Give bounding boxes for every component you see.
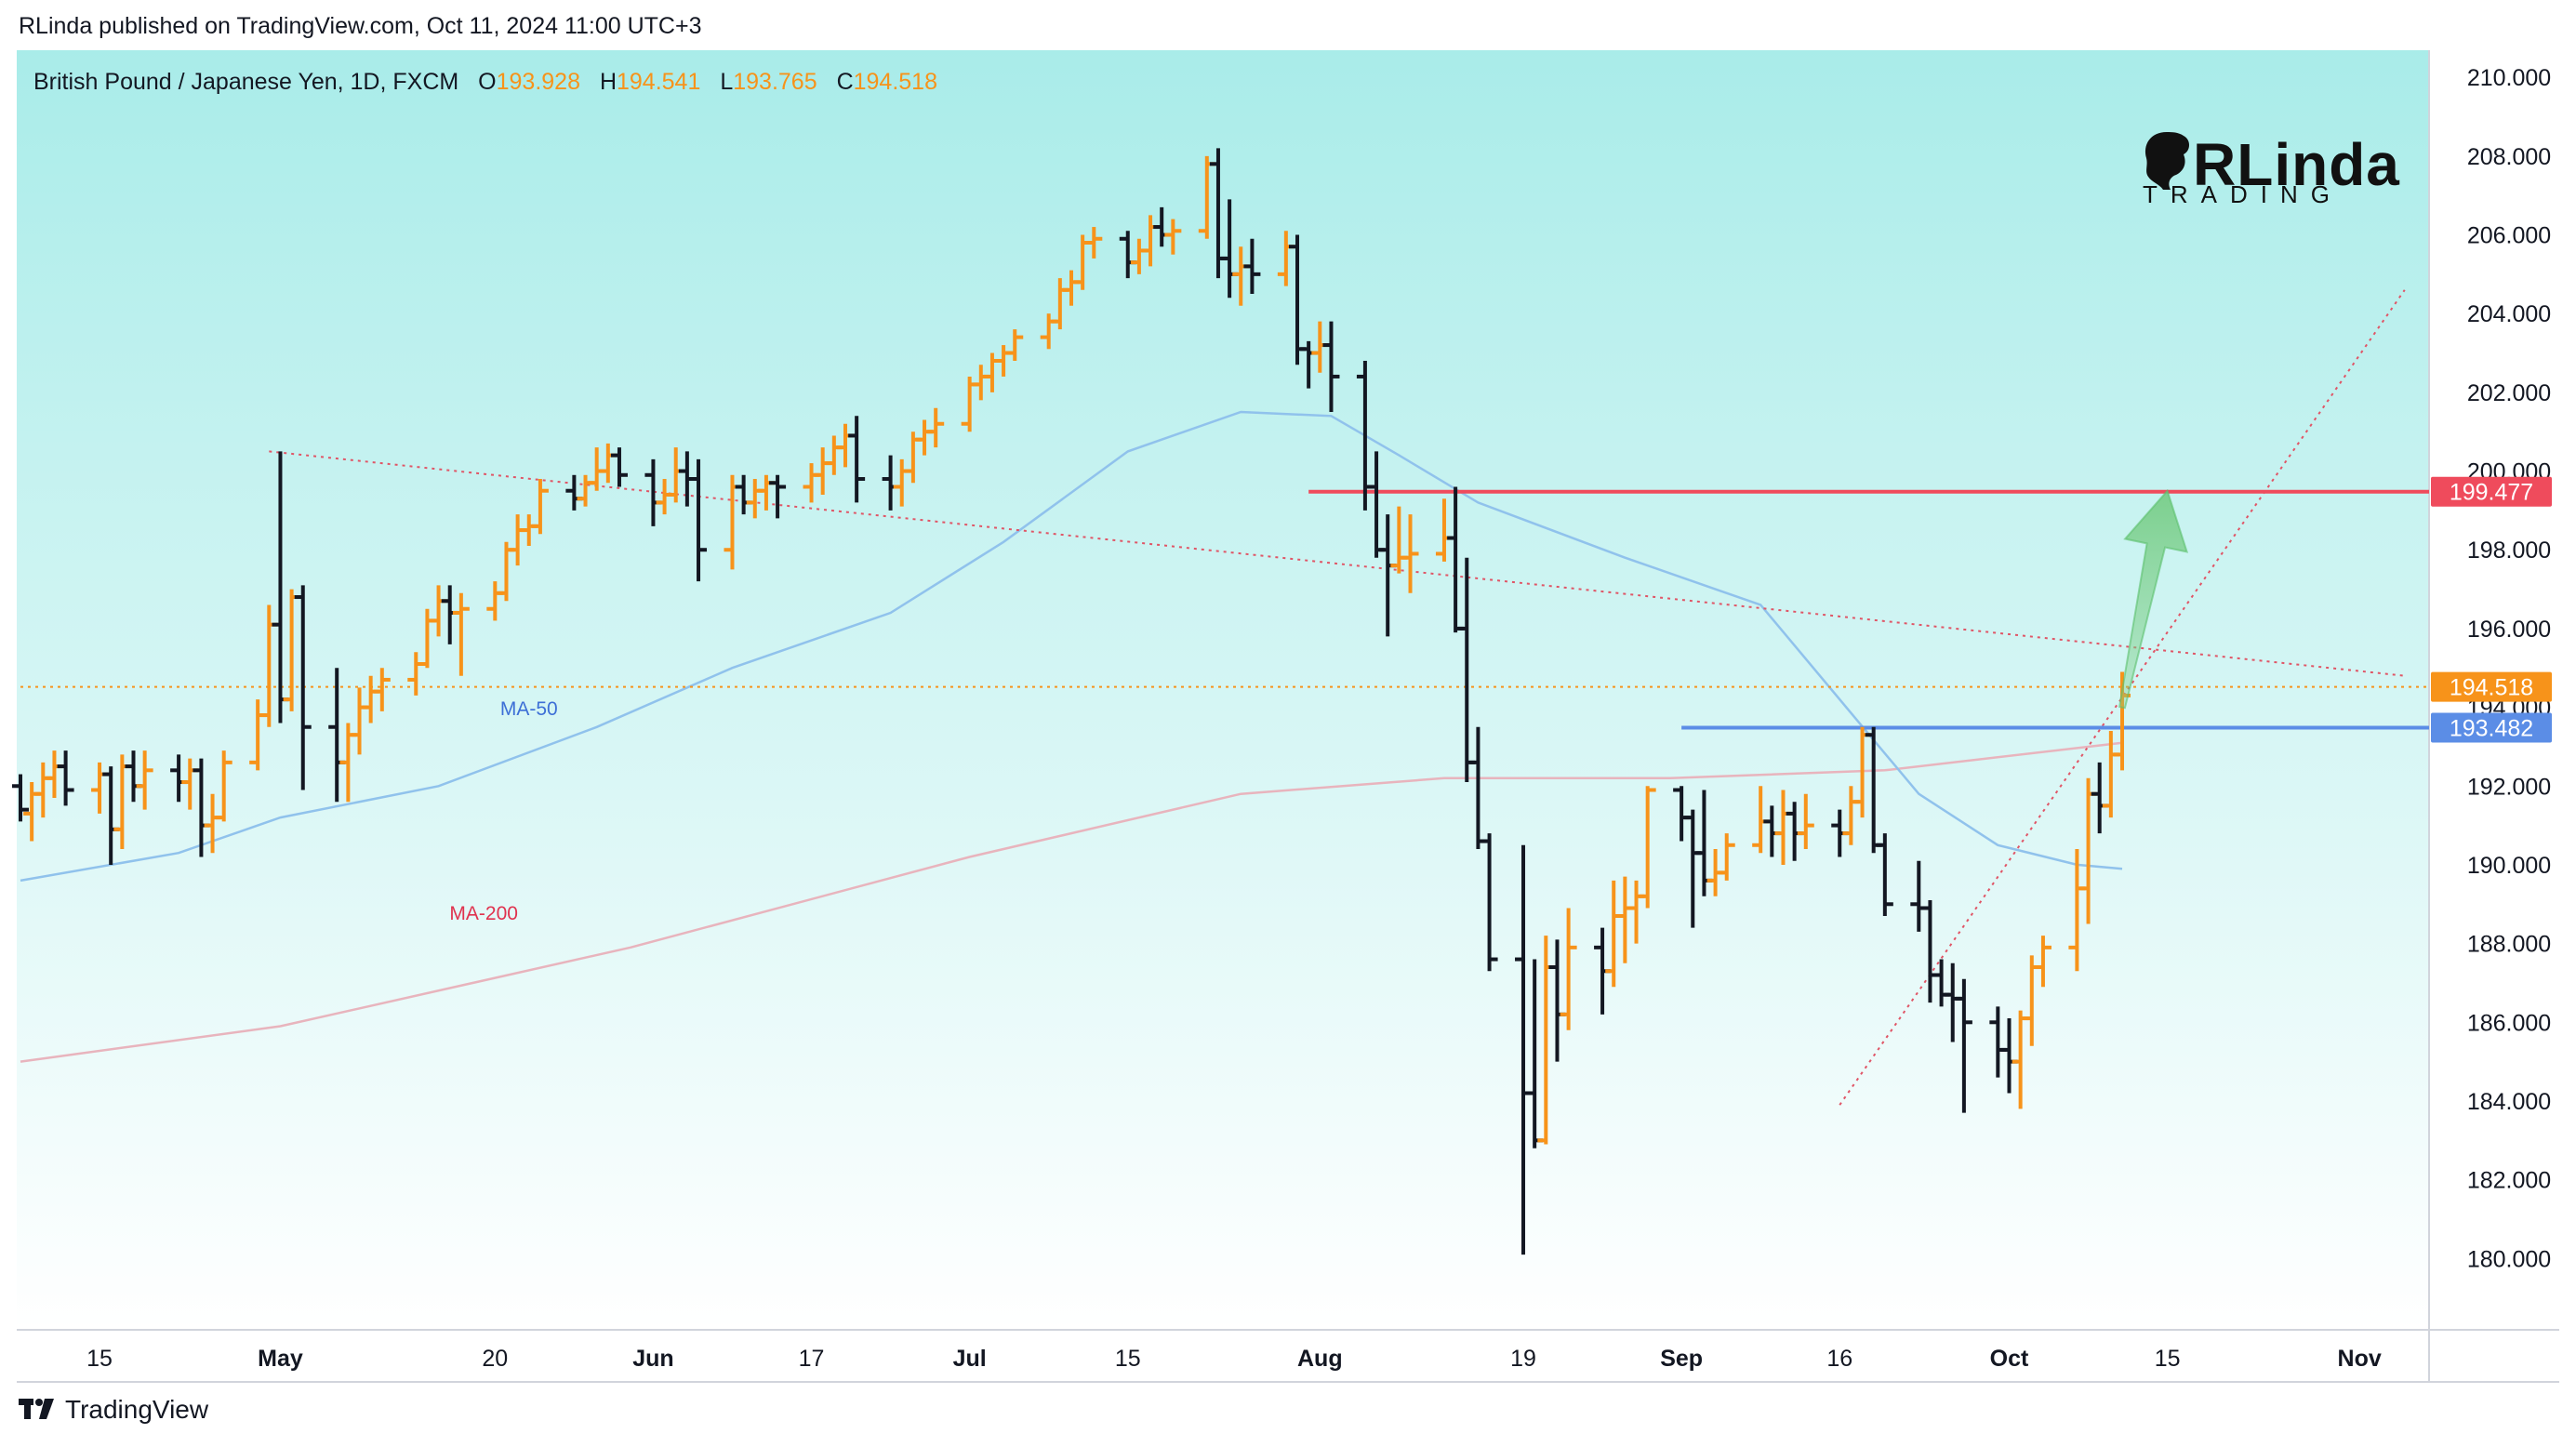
symbol-legend: British Pound / Japanese Yen, 1D, FXCM O… [33, 69, 937, 96]
time-tick-label: Jul [953, 1346, 987, 1372]
price-badge-bg [2431, 712, 2552, 743]
ohlc-bar [1085, 227, 1103, 259]
ohlc-bar [1560, 908, 1577, 1030]
time-axis: 15 May 20 Jun 17 Jul 15 Aug 19 Sep 16 Oct 15 Nov [86, 1346, 2382, 1372]
price-tick-label: 182.000 [2467, 1168, 2551, 1194]
price-axis-badge: 194.518 [2431, 671, 2552, 702]
ohlc-bar [136, 750, 153, 810]
time-tick-label: 15 [86, 1346, 113, 1372]
price-axis-badge: 199.477 [2431, 476, 2552, 507]
ohlc-bar [57, 750, 74, 806]
ma-labels: MA-50 MA-200 [449, 698, 557, 924]
time-tick-label: 17 [799, 1346, 825, 1372]
ohlc-bar [1876, 833, 1893, 916]
high-label: H [599, 69, 617, 95]
ohlc-bar [1718, 833, 1735, 881]
price-badge-text: 194.518 [2450, 675, 2533, 701]
ohlc-bar [294, 585, 312, 790]
time-tick-label: May [258, 1346, 303, 1372]
brand-subtitle: TRADING [2143, 180, 2343, 208]
ohlc-bar [769, 474, 787, 519]
rlinda-logo: RLinda TRADING [2139, 128, 2399, 212]
price-axis-badge: 193.482 [2431, 712, 2552, 743]
ohlc-bar [1243, 238, 1261, 295]
ohlc-bar [373, 668, 391, 711]
price-tick-label: 188.000 [2467, 932, 2551, 958]
price-tick-label: 206.000 [2467, 223, 2551, 249]
price-badge-bg [2431, 476, 2552, 507]
drawn-lines [20, 289, 2429, 1106]
ohlc-bar [1401, 514, 1419, 593]
brand-name: RLinda [2193, 131, 2400, 198]
ohlc-bar [927, 407, 945, 448]
price-tick-label: 198.000 [2467, 538, 2551, 564]
symbol-name: British Pound / Japanese Yen, 1D, FXCM [33, 69, 459, 95]
price-tick-label: 196.000 [2467, 617, 2551, 643]
ohlc-bar [848, 416, 866, 503]
price-tick-label: 192.000 [2467, 774, 2551, 800]
ohlc-bar [1639, 786, 1656, 909]
ohlc-bars [12, 148, 2131, 1255]
price-tick-label: 202.000 [2467, 380, 2551, 406]
profile-silhouette-icon [2144, 132, 2189, 190]
low-value: 193.765 [733, 69, 817, 95]
time-tick-label: 15 [1115, 1346, 1141, 1372]
ohlc-bar [1797, 793, 1814, 850]
ma-200-line [20, 741, 2123, 1063]
high-value: 194.541 [617, 69, 701, 95]
up-arrow-shape [2118, 488, 2189, 710]
open-label: O [478, 69, 497, 95]
ohlc-bar [12, 774, 29, 822]
price-tick-label: 210.000 [2467, 65, 2551, 91]
time-tick-label: 19 [1510, 1346, 1536, 1372]
ohlc-bar [690, 458, 708, 582]
ohlc-bar [1481, 833, 1498, 972]
ohlc-bar [1955, 978, 1972, 1113]
time-tick-label: Sep [1660, 1346, 1703, 1372]
price-tick-label: 186.000 [2467, 1010, 2551, 1036]
close-value: 194.518 [853, 69, 937, 95]
price-tick-label: 190.000 [2467, 853, 2551, 879]
price-axis: 210.000208.000206.000204.000202.000200.0… [2467, 65, 2551, 1272]
projection-arrow [2118, 488, 2189, 710]
close-label: C [836, 69, 854, 95]
time-tick-label: Jun [632, 1346, 673, 1372]
time-tick-label: 15 [2155, 1346, 2181, 1372]
ohlc-bar [215, 750, 232, 822]
tradingview-icon [19, 1399, 54, 1419]
price-badge-text: 199.477 [2450, 480, 2533, 506]
ohlc-bar [452, 592, 470, 676]
price-tick-label: 180.000 [2467, 1246, 2551, 1272]
time-tick-label: Aug [1297, 1346, 1343, 1372]
ma-label: MA-200 [449, 903, 518, 924]
publisher-caption: RLinda published on TradingView.com, Oct… [19, 13, 702, 39]
time-tick-label: Oct [1990, 1346, 2029, 1372]
time-tick-label: Nov [2338, 1346, 2382, 1372]
low-label: L [720, 69, 734, 95]
trendline-dotted [269, 450, 2405, 677]
price-badge-text: 193.482 [2450, 716, 2533, 742]
time-tick-label: 16 [1826, 1346, 1852, 1372]
tradingview-wordmark: TradingView [65, 1395, 209, 1424]
price-tick-label: 184.000 [2467, 1089, 2551, 1115]
price-labels: 199.477 194.518 193.482 [2431, 476, 2552, 743]
ma-50-line [20, 410, 2123, 883]
ma-label: MA-50 [500, 698, 558, 720]
ohlc-bar [531, 479, 549, 535]
ohlc-bar [1006, 329, 1024, 362]
price-badge-bg [2431, 671, 2552, 702]
price-tick-label: 208.000 [2467, 144, 2551, 170]
ohlc-bar [610, 447, 628, 487]
ohlc-bar [2034, 936, 2052, 988]
tradingview-footer-logo[interactable]: TradingView [19, 1395, 208, 1425]
open-value: 193.928 [496, 69, 580, 95]
ohlc-bar [1164, 219, 1182, 255]
price-tick-label: 204.000 [2467, 301, 2551, 327]
plot-background [17, 50, 2429, 1330]
ohlc-bar [1322, 321, 1340, 413]
moving-averages [20, 410, 2123, 1063]
time-tick-label: 20 [482, 1346, 508, 1372]
trendline-dotted [1839, 289, 2406, 1106]
